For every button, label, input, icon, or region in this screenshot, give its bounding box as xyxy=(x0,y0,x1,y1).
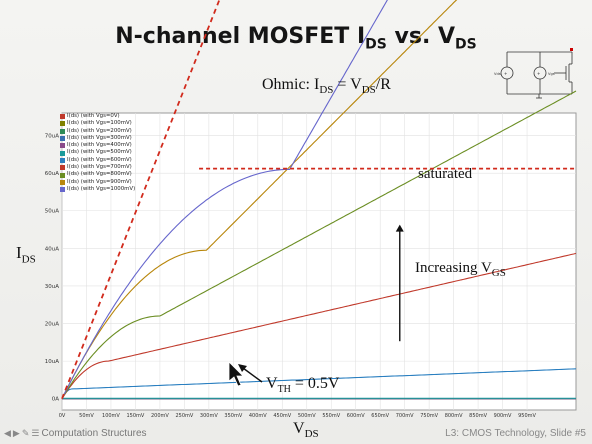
legend-label: I(ds) (with Vgs=1000mV) xyxy=(67,185,136,192)
series-line-10 xyxy=(61,0,388,399)
menu-icon[interactable]: ☰ xyxy=(31,428,40,438)
x-axis-label: VDS xyxy=(293,420,319,441)
circuit-label-a: Vds xyxy=(494,72,501,76)
edit-icon[interactable]: ✎ xyxy=(21,428,30,438)
legend-swatch xyxy=(60,179,65,185)
x-tick-label: 200mV xyxy=(151,413,169,419)
legend-label: I(ds) (with Vgs=600mV) xyxy=(67,156,132,163)
legend-label: I(ds) (with Vgs=100mV) xyxy=(67,120,132,127)
ohmic-annotation: Ohmic: IDS = VDS/R xyxy=(262,76,391,97)
legend-label: I(ds) (with Vgs=900mV) xyxy=(67,178,132,185)
x-tick-label: 550mV xyxy=(322,413,340,419)
x-tick-label: 0V xyxy=(59,413,66,419)
x-tick-label: 900mV xyxy=(494,413,512,419)
saturated-annotation: saturated xyxy=(418,166,473,182)
x-tick-label: 250mV xyxy=(175,413,193,419)
y-tick-label: 20uA xyxy=(45,322,59,328)
y-tick-label: 50uA xyxy=(45,209,59,215)
legend-entry-9: I(ds) (with Vgs=900mV) xyxy=(60,179,135,186)
y-tick-label: 10uA xyxy=(45,359,59,365)
legend-swatch xyxy=(60,187,65,193)
y-tick-label: 30uA xyxy=(45,284,59,290)
legend-entry-8: I(ds) (with Vgs=800mV) xyxy=(60,171,135,178)
footer-course-label: Computation Structures xyxy=(41,428,147,439)
overlay-group xyxy=(61,0,576,400)
prev-slide-icon[interactable]: ◀ xyxy=(4,428,11,438)
y-tick-label: 40uA xyxy=(45,246,59,252)
chart-legend: I(ds) (with Vgs=0V) I(ds) (with Vgs=100mV… xyxy=(60,113,135,193)
legend-swatch xyxy=(60,128,65,134)
x-tick-labels: 0V 50mV 100mV 150mV 200mV 250mV 300mV 350mV 400m… xyxy=(59,413,537,419)
legend-label: I(ds) (with Vgs=700mV) xyxy=(67,164,132,171)
legend-swatch xyxy=(60,165,65,171)
y-axis-label: IDS xyxy=(16,243,36,266)
legend-swatch xyxy=(60,121,65,127)
series-group xyxy=(61,0,577,400)
x-tick-label: 600mV xyxy=(347,413,365,419)
plot-frame xyxy=(61,112,577,411)
x-tick-label: 300mV xyxy=(200,413,218,419)
x-tick-label: 800mV xyxy=(445,413,463,419)
x-tick-label: 650mV xyxy=(371,413,389,419)
legend-label: I(ds) (with Vgs=500mV) xyxy=(67,149,132,156)
svg-text:+: + xyxy=(537,71,540,76)
y-tick-label: 60uA xyxy=(45,171,59,177)
x-tick-label: 850mV xyxy=(469,413,487,419)
slide-title: N-channel MOSFET IDS vs. VDS xyxy=(115,24,477,53)
footer-slide-number: L3: CMOS Technology, Slide #5 xyxy=(445,428,586,439)
legend-swatch xyxy=(60,157,65,163)
x-tick-label: 100mV xyxy=(102,413,120,419)
circuit-label-b: Vgs xyxy=(548,72,555,76)
series-line-8 xyxy=(61,90,577,399)
legend-entry-0: I(ds) (with Vgs=0V) xyxy=(60,113,135,120)
series-line-7 xyxy=(61,252,577,399)
legend-label: I(ds) (with Vgs=200mV) xyxy=(67,127,132,134)
x-tick-label: 750mV xyxy=(420,413,438,419)
legend-swatch xyxy=(60,136,65,142)
legend-swatch xyxy=(60,172,65,178)
y-tick-label: 70uA xyxy=(45,134,59,140)
x-tick-label: 350mV xyxy=(224,413,242,419)
legend-entry-10: I(ds) (with Vgs=1000mV) xyxy=(60,186,135,193)
legend-entry-4: I(ds) (with Vgs=400mV) xyxy=(60,142,135,149)
legend-swatch xyxy=(60,150,65,156)
y-tick-label: 0A xyxy=(52,397,59,403)
circuit-schematic: + + Vds Vgs xyxy=(494,48,573,99)
legend-label: I(ds) (with Vgs=0V) xyxy=(67,113,120,119)
x-tick-label: 950mV xyxy=(518,413,536,419)
legend-entry-6: I(ds) (with Vgs=600mV) xyxy=(60,157,135,164)
legend-entry-5: I(ds) (with Vgs=500mV) xyxy=(60,149,135,156)
vth-pointer-head xyxy=(238,364,247,372)
legend-swatch xyxy=(60,143,65,149)
series-line-6 xyxy=(61,368,577,399)
legend-entry-3: I(ds) (with Vgs=300mV) xyxy=(60,135,135,142)
x-tick-label: 500mV xyxy=(298,413,316,419)
vth-pointer-line xyxy=(242,367,263,383)
series-line-9 xyxy=(61,0,458,399)
legend-label: I(ds) (with Vgs=400mV) xyxy=(67,142,132,149)
x-tick-label: 400mV xyxy=(249,413,267,419)
legend-label: I(ds) (with Vgs=800mV) xyxy=(67,171,132,178)
vth-annotation: VTH = 0.5V xyxy=(266,375,340,396)
legend-entry-7: I(ds) (with Vgs=700mV) xyxy=(60,164,135,171)
legend-label: I(ds) (with Vgs=300mV) xyxy=(67,134,132,141)
next-slide-icon[interactable]: ▶ xyxy=(12,428,20,438)
mouse-cursor-icon xyxy=(228,361,244,387)
increasing-arrow-head xyxy=(395,224,404,232)
legend-entry-1: I(ds) (with Vgs=100mV) xyxy=(60,120,135,127)
svg-text:+: + xyxy=(504,71,507,76)
x-tick-label: 450mV xyxy=(273,413,291,419)
legend-entry-2: I(ds) (with Vgs=200mV) xyxy=(60,128,135,135)
x-tick-label: 50mV xyxy=(79,413,94,419)
x-tick-label: 700mV xyxy=(396,413,414,419)
footer-course: ◀ ▶ ✎ ☰ Computation Structures xyxy=(4,428,147,439)
increasing-vgs-annotation: Increasing VGS xyxy=(415,260,506,279)
y-tick-labels: 0A 10uA 20uA 30uA 40uA 50uA 60uA 70uA xyxy=(45,134,59,403)
x-tick-label: 150mV xyxy=(127,413,145,419)
legend-swatch xyxy=(60,114,65,120)
